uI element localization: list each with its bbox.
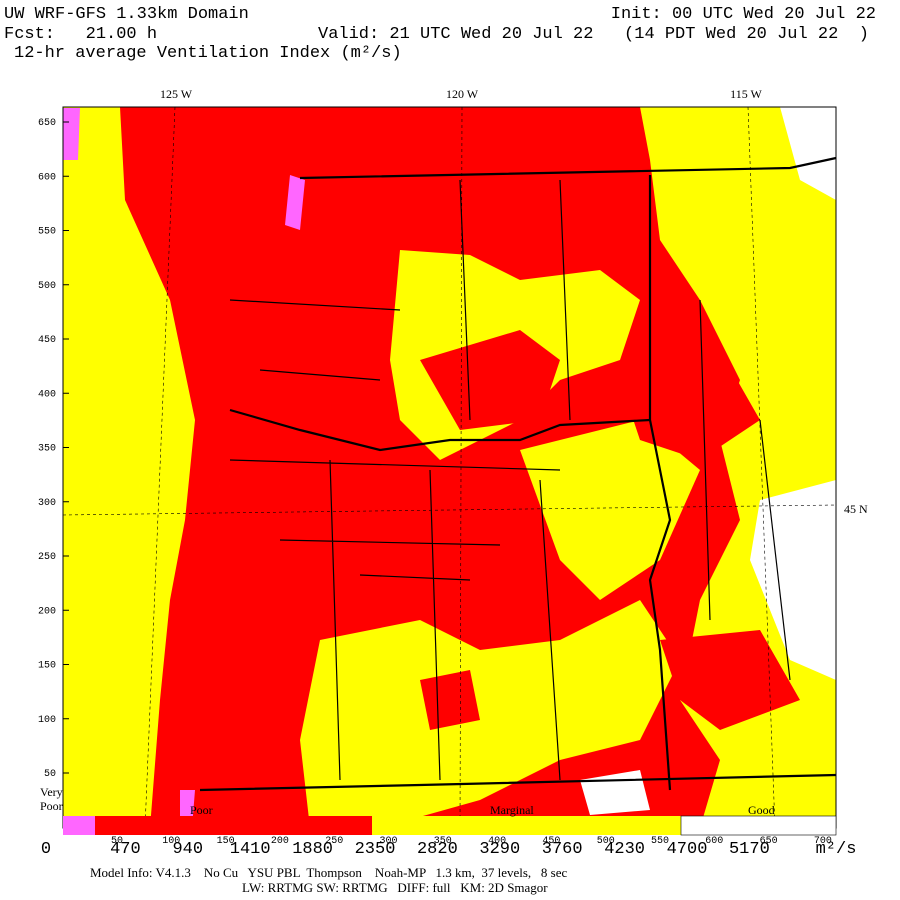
level-label: 2350 [355,840,396,859]
latitude-line [62,504,837,516]
level-label: 5170 [729,840,770,859]
level-label: 1410 [230,840,271,859]
latitude-label: 45 N [844,502,868,516]
forecast-hour: Fcst: 21.00 h [4,25,157,44]
category-label: Marginal [490,803,534,817]
x-tick-label: 450 [542,836,560,847]
x-tick-label: 100 [162,836,180,847]
poor-region [420,330,800,730]
level-label: 470 [110,840,141,859]
x-tick-label: 700 [814,836,832,847]
level-label: 940 [172,840,203,859]
x-tick-label: 400 [488,836,506,847]
longitude-line [747,106,776,829]
y-tick-label: 150 [38,661,56,672]
x-tick-label: 500 [597,836,615,847]
ocean-region [63,107,195,828]
x-tick-label: 650 [760,836,778,847]
y-tick-label: 200 [38,606,56,617]
level-label: 4230 [604,840,645,859]
map [62,106,837,829]
good-swatch [680,815,837,836]
y-tick-label: 550 [38,227,56,238]
marginal-region [300,600,680,828]
state-border [299,156,837,180]
x-tick-label: 150 [217,836,235,847]
y-tick-label: 350 [38,444,56,455]
x-tick-label: 50 [111,836,123,847]
x-tick-label: 550 [651,836,669,847]
unit-label: m²/s [816,840,857,859]
field-title: 12-hr average Ventilation Index (m²/s) [14,44,402,63]
state-border [199,773,837,792]
county-border [229,179,791,781]
marginal-region [520,420,700,600]
valid-time: Valid: 21 UTC Wed 20 Jul 22 (14 PDT Wed … [318,25,869,44]
state-border [229,408,651,452]
init-time: Init: 00 UTC Wed 20 Jul 22 [611,5,876,24]
model-info: Model Info: V4.1.3 No Cu YSU PBL Thompso… [90,865,567,880]
level-label: 3760 [542,840,583,859]
y-tick-label: 50 [44,769,56,780]
model-title: UW WRF-GFS 1.33km Domain [4,5,249,24]
y-tick-label: 300 [38,498,56,509]
level-label: 3290 [479,840,520,859]
category-label: Very Poor [40,785,63,813]
category-label: Poor [190,803,213,817]
poor-swatch [95,816,372,835]
y-tick-label: 250 [38,552,56,563]
y-tick-label: 500 [38,281,56,292]
colorbar [63,815,837,836]
physics-info: LW: RRTMG SW: RRTMG DIFF: full KM: 2D Sm… [242,880,548,895]
longitude-line [144,106,176,829]
marginal-swatch [372,816,681,835]
level-label: 1880 [292,840,333,859]
state-border [648,175,672,791]
level-label: 0 [41,840,51,859]
x-tick-label: 600 [705,836,723,847]
level-label: 4700 [667,840,708,859]
longitude-label: 115 W [730,87,762,101]
y-tick-label: 600 [38,172,56,183]
y-tick-label: 650 [38,118,56,129]
level-label: 2820 [417,840,458,859]
y-tick-label: 450 [38,335,56,346]
y-tick-label: 100 [38,715,56,726]
very-poor-swatch [63,816,95,835]
category-label: Good [748,803,775,817]
y-tick-label: 400 [38,389,56,400]
x-tick-label: 350 [434,836,452,847]
x-tick-label: 200 [271,836,289,847]
longitude-label: 120 W [446,87,479,101]
longitude-line [459,106,463,829]
longitude-label: 125 W [160,87,193,101]
x-tick-label: 250 [325,836,343,847]
x-tick-label: 300 [379,836,397,847]
good-region [580,107,836,815]
